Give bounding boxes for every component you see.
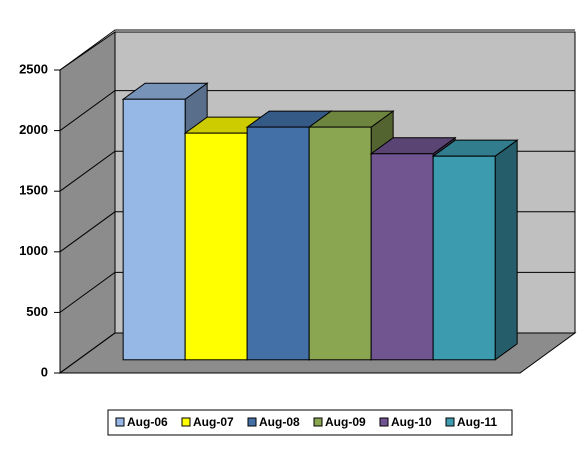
y-tick-label: 2500 <box>19 61 48 76</box>
y-tick-label: 1500 <box>19 183 48 198</box>
y-tick-label: 1000 <box>19 243 48 258</box>
grid-line <box>59 29 575 71</box>
legend-label: Aug-06 <box>127 415 168 429</box>
legend-swatch <box>115 417 125 427</box>
legend-swatch <box>313 417 323 427</box>
bar-side <box>494 139 518 361</box>
bar <box>432 155 496 361</box>
legend-label: Aug-11 <box>457 415 497 429</box>
y-tick-label: 2000 <box>19 122 48 137</box>
bar <box>370 153 434 361</box>
legend-swatch <box>247 417 257 427</box>
legend-label: Aug-10 <box>391 415 432 429</box>
bar <box>122 98 186 361</box>
legend-label: Aug-07 <box>193 415 234 429</box>
grid-line <box>59 90 575 132</box>
legend-swatch <box>445 417 455 427</box>
y-tick-label: 0 <box>41 364 48 379</box>
legend-swatch <box>181 417 191 427</box>
y-tick-label: 500 <box>26 304 48 319</box>
legend-label: Aug-08 <box>259 415 300 429</box>
legend-label: Aug-09 <box>325 415 366 429</box>
legend-swatch <box>379 417 389 427</box>
side-wall <box>59 31 116 374</box>
legend-box <box>107 409 513 436</box>
bar <box>246 126 310 361</box>
bar <box>308 126 372 361</box>
bar <box>184 132 248 361</box>
